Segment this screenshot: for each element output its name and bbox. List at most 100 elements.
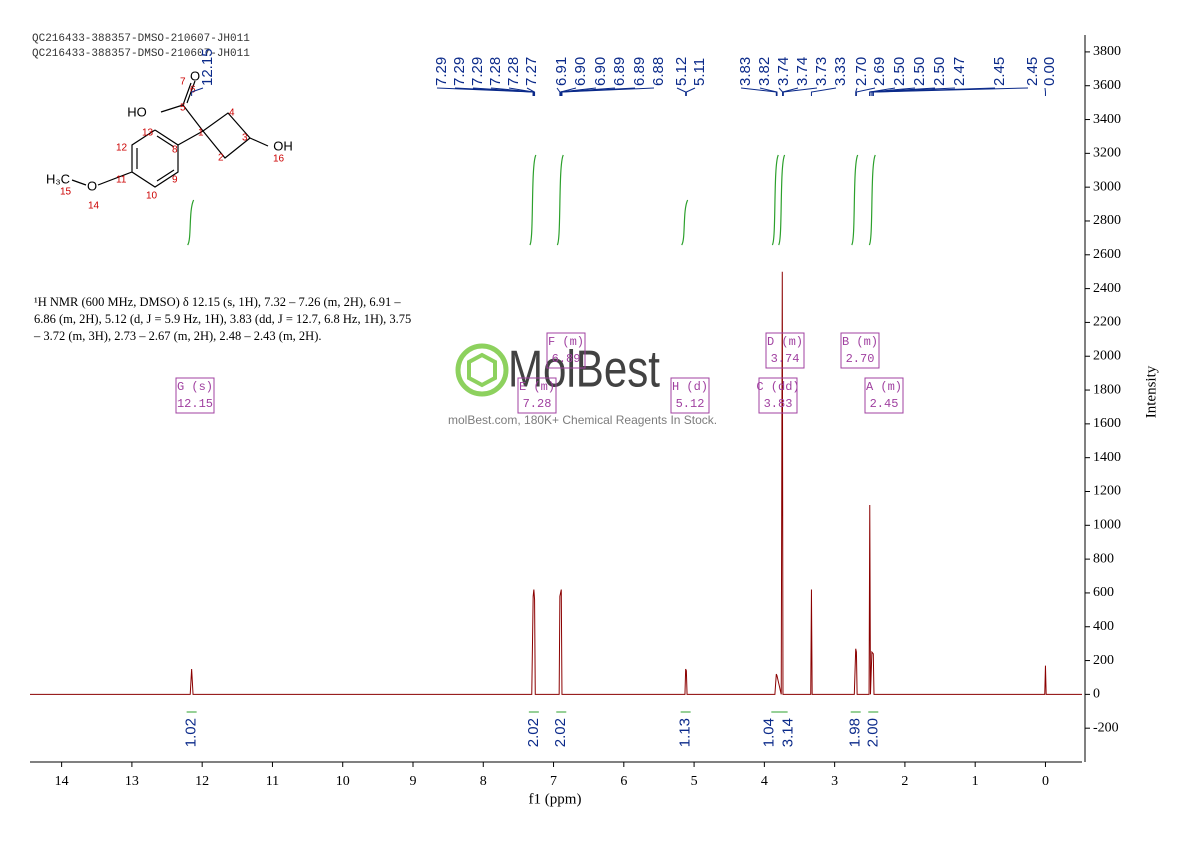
peak-label: 7.29	[451, 57, 468, 86]
peak-label: 3.74	[775, 57, 792, 86]
x-tick-label: 7	[550, 774, 557, 789]
multiplet-box	[864, 377, 904, 414]
atom-number: 11	[116, 175, 127, 186]
integral-curve	[187, 199, 195, 246]
x-tick-label: 4	[761, 774, 768, 789]
atom-number: 12	[116, 143, 128, 154]
peak-label: 2.50	[911, 57, 928, 86]
peak-label: 2.50	[891, 57, 908, 86]
bond	[249, 137, 269, 147]
atom-number: 1	[198, 128, 204, 139]
integral-curve	[556, 154, 564, 246]
multiplet-shift: 12.15	[177, 397, 213, 411]
multiplet-label: B (m)	[842, 335, 878, 349]
peak-leader	[871, 87, 956, 96]
atom-number: 5	[180, 103, 186, 114]
x-tick-label: 5	[691, 774, 698, 789]
y-tick-label: 2800	[1093, 213, 1121, 228]
atom-group: H₃C	[46, 171, 70, 186]
logo-ring	[455, 343, 509, 397]
integral-curve	[529, 154, 537, 246]
header-line: QC216433-388357-DMSO-210607-JH011	[32, 33, 250, 45]
peak-label: 3.73	[813, 57, 830, 86]
bond	[156, 169, 175, 182]
atom-number: 9	[172, 175, 178, 186]
peak-leader	[855, 87, 876, 96]
y-tick-label: 2000	[1093, 348, 1121, 363]
y-axis-label: Intensity	[1143, 365, 1159, 418]
y-tick-label: 1400	[1093, 450, 1121, 465]
peak-leader	[782, 87, 799, 96]
x-tick-label: 10	[336, 774, 350, 789]
peak-leader	[872, 87, 1029, 96]
y-tick-label: 1200	[1093, 484, 1121, 499]
atom-group: O	[190, 68, 200, 83]
peak-label: 6.89	[611, 57, 628, 86]
integral-curve	[851, 154, 859, 246]
peak-leader	[778, 87, 784, 96]
integral-label: 1.02	[183, 718, 200, 747]
y-tick-label: 2400	[1093, 281, 1121, 296]
x-tick-label: 9	[409, 774, 416, 789]
x-tick-label: 14	[55, 774, 69, 789]
peak-label: 2.45	[1024, 57, 1041, 86]
peak-label: 2.45	[991, 57, 1008, 86]
y-tick-label: 400	[1093, 619, 1114, 634]
peak-leader	[740, 87, 777, 96]
peak-label: 7.29	[469, 57, 486, 86]
bond	[97, 171, 133, 186]
watermark-tagline: molBest.com, 180K+ Chemical Reagents In …	[448, 413, 717, 427]
logo-hex	[467, 352, 497, 388]
y-tick-label: 3000	[1093, 179, 1121, 194]
peak-label: 0.00	[1041, 57, 1058, 86]
x-tick-label: 3	[831, 774, 838, 789]
multiplet-box	[758, 377, 798, 414]
x-tick-label: 6	[620, 774, 627, 789]
integral-label: 1.13	[677, 718, 694, 747]
y-tick-label: 1000	[1093, 518, 1121, 533]
x-tick-label: 0	[1042, 774, 1049, 789]
integral-label: 2.02	[525, 718, 542, 747]
integral-label: 1.04	[760, 718, 777, 747]
multiplet-box	[546, 332, 586, 369]
peak-label: 5.11	[691, 58, 708, 86]
atom-number: 14	[88, 201, 100, 212]
integral-curve	[681, 199, 689, 246]
atom-number: 13	[142, 128, 154, 139]
y-tick-label: 2200	[1093, 315, 1121, 330]
peak-label: 12.15	[199, 48, 216, 86]
x-axis-label: f1 (ppm)	[529, 791, 582, 807]
x-tick-label: 11	[266, 774, 279, 789]
peak-label: 2.50	[931, 57, 948, 86]
multiplet-label: G (s)	[177, 380, 213, 394]
multiplet-label: C (dd)	[756, 380, 799, 394]
multiplet-box	[765, 332, 805, 369]
multiplet-shift: 6.89	[552, 352, 581, 366]
x-tick-label: 1	[972, 774, 979, 789]
x-tick-label: 12	[195, 774, 209, 789]
multiplet-shift: 3.83	[764, 397, 793, 411]
atom-number: 10	[146, 191, 158, 202]
multiplet-shift: 3.74	[771, 352, 800, 366]
peak-label: 7.29	[433, 57, 450, 86]
integral-curve	[771, 154, 779, 246]
atom-number: 7	[180, 77, 186, 88]
peak-label: 7.27	[523, 57, 540, 86]
atom-number: 6	[190, 85, 196, 96]
bond	[71, 179, 87, 186]
multiplet-label: D (m)	[767, 335, 803, 349]
peak-label: 6.90	[592, 57, 609, 86]
y-tick-label: 200	[1093, 653, 1114, 668]
multiplet-box	[175, 377, 215, 414]
multiplet-shift: 2.45	[870, 397, 899, 411]
integral-curve	[868, 154, 876, 246]
peak-leader	[810, 87, 837, 96]
peak-label: 3.83	[737, 57, 754, 86]
y-tick-label: 1600	[1093, 416, 1121, 431]
multiplet-label: A (m)	[866, 380, 902, 394]
bond	[160, 104, 184, 113]
y-tick-label: 2600	[1093, 247, 1121, 262]
multiplet-shift: 7.28	[523, 397, 552, 411]
x-tick-label: 2	[901, 774, 908, 789]
peak-leader	[560, 87, 636, 96]
